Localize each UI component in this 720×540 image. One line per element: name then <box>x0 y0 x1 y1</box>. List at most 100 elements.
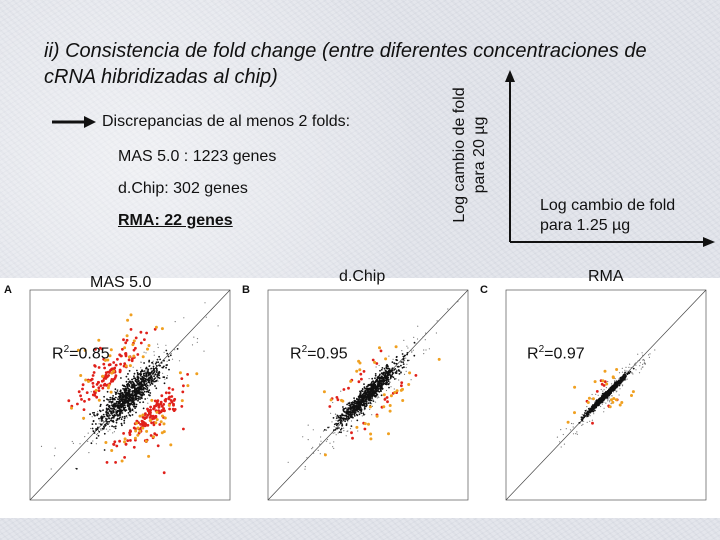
black-point <box>378 379 381 382</box>
black-point <box>98 430 101 433</box>
black-point <box>342 406 344 408</box>
grey-point <box>643 362 645 365</box>
black-point <box>364 399 367 402</box>
black-point <box>96 428 99 431</box>
black-point <box>136 381 139 383</box>
orange-point <box>162 422 166 426</box>
black-point <box>351 405 354 408</box>
black-point <box>131 399 134 402</box>
black-point <box>402 363 405 365</box>
grey-point <box>99 428 101 430</box>
black-point <box>154 373 157 376</box>
black-point <box>142 372 145 375</box>
black-point <box>376 379 379 382</box>
grey-point <box>91 416 93 418</box>
black-point <box>147 371 149 374</box>
black-point <box>135 391 138 394</box>
black-point <box>374 391 377 394</box>
grey-point <box>293 472 295 474</box>
orange-point <box>322 390 326 394</box>
black-point <box>158 355 161 358</box>
grey-point <box>388 381 391 383</box>
red-point <box>595 390 599 393</box>
black-point <box>114 388 117 391</box>
black-point <box>127 412 130 414</box>
grey-point <box>331 421 333 423</box>
black-point <box>362 398 365 401</box>
black-point <box>356 414 359 417</box>
panel-letter-c: C <box>480 284 488 296</box>
orange-point <box>79 374 83 377</box>
black-point <box>366 389 369 392</box>
grey-point <box>145 370 148 372</box>
orange-point <box>108 354 112 358</box>
grey-point <box>204 302 206 304</box>
black-point <box>100 417 102 420</box>
black-point <box>599 397 602 400</box>
black-point <box>375 386 378 389</box>
discrepancy-dchip: d.Chip: 302 genes <box>118 180 248 197</box>
black-point <box>141 369 143 372</box>
black-point <box>371 395 373 398</box>
black-point <box>584 409 587 412</box>
grey-point <box>576 431 578 433</box>
black-point <box>378 374 381 377</box>
black-point <box>134 395 137 397</box>
red-point <box>95 395 99 399</box>
black-point <box>605 395 607 398</box>
black-point <box>155 387 158 390</box>
orange-point <box>384 357 388 361</box>
red-point <box>162 403 166 406</box>
grey-point <box>54 447 56 449</box>
grey-point <box>333 426 335 428</box>
r2-mas-sup: 2 <box>63 344 70 355</box>
black-point <box>370 399 373 402</box>
orange-point <box>132 354 136 358</box>
black-point <box>165 377 168 379</box>
grey-point <box>162 372 164 374</box>
black-point <box>103 399 105 402</box>
black-point <box>350 416 353 419</box>
black-point <box>127 387 130 390</box>
red-point <box>342 388 346 391</box>
red-point <box>94 347 97 351</box>
black-point <box>151 383 154 385</box>
orange-point <box>103 358 107 362</box>
plot-frame <box>505 289 707 501</box>
grey-point <box>157 343 159 345</box>
black-point <box>114 425 117 428</box>
red-point <box>112 361 116 364</box>
grey-point <box>619 388 621 390</box>
grey-point <box>641 352 643 354</box>
grey-point <box>376 397 378 399</box>
black-point <box>117 398 119 401</box>
black-point <box>148 376 151 379</box>
y-axis-label-text: Log cambio de fold para 20 µg <box>451 87 488 223</box>
grey-point <box>436 320 438 322</box>
black-point <box>587 413 590 416</box>
grey-point <box>410 379 412 381</box>
red-point <box>97 381 100 384</box>
black-point <box>333 423 336 426</box>
black-point <box>108 406 111 409</box>
black-point <box>357 410 360 413</box>
grey-point <box>311 448 313 450</box>
orange-point <box>401 399 405 402</box>
orange-point <box>167 403 171 407</box>
black-point <box>124 406 127 409</box>
black-point <box>124 396 127 398</box>
black-point <box>353 415 356 417</box>
grey-point <box>639 365 641 367</box>
orange-point <box>107 383 111 387</box>
orange-point <box>94 388 98 392</box>
black-point <box>98 417 100 420</box>
black-point <box>583 412 586 414</box>
black-point <box>363 407 366 409</box>
grey-point <box>196 338 199 340</box>
black-point <box>404 354 406 357</box>
black-point <box>133 399 135 402</box>
orange-point <box>126 318 130 322</box>
black-point <box>606 396 609 399</box>
black-point <box>367 397 370 400</box>
black-point <box>350 414 353 417</box>
